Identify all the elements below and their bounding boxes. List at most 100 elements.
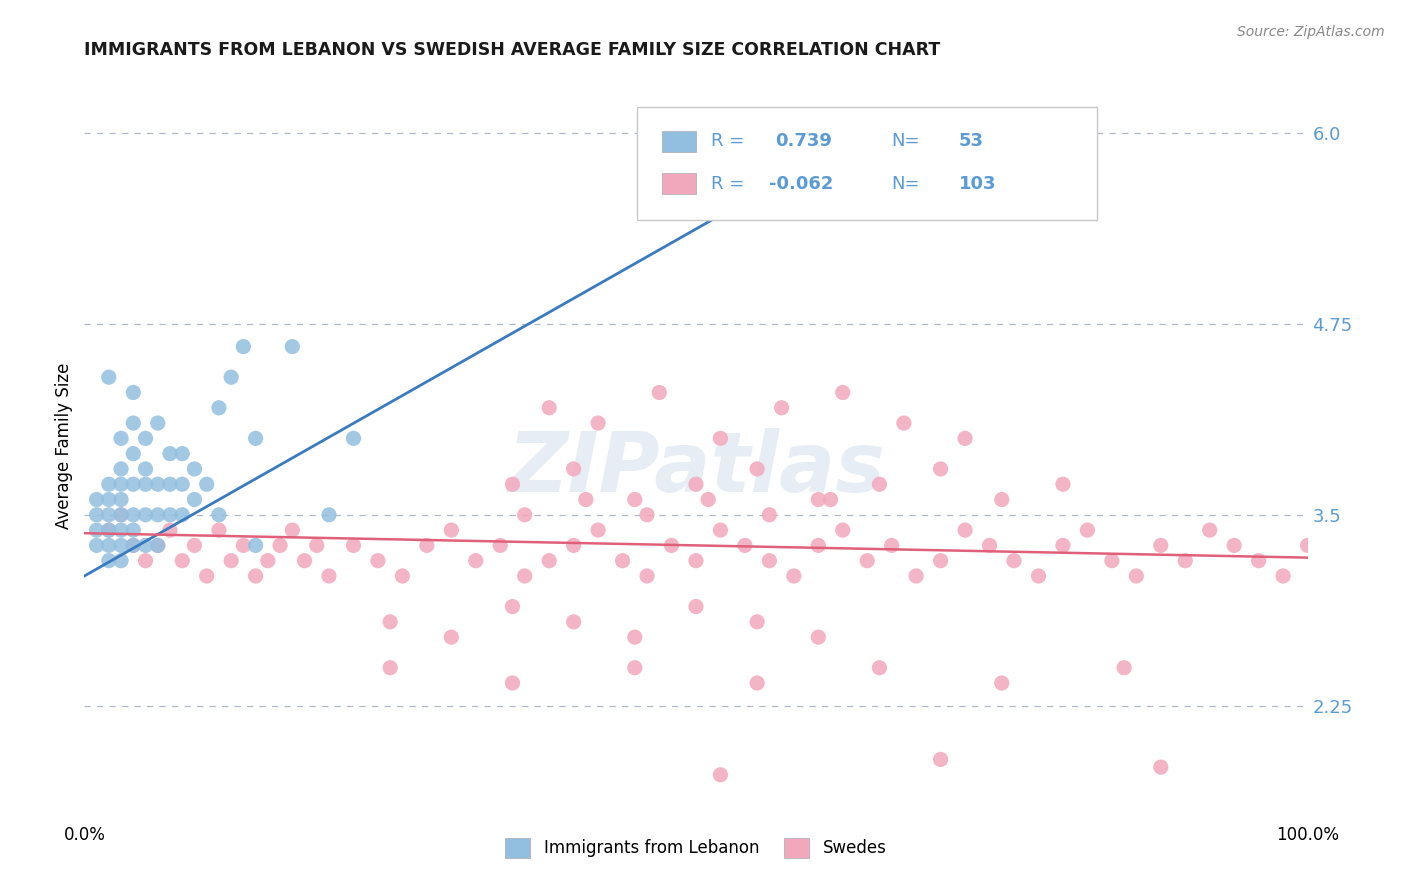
- Text: 103: 103: [959, 175, 997, 193]
- Point: [172, 447, 194, 461]
- Point: [1028, 569, 1050, 583]
- Point: [86, 492, 108, 507]
- Point: [513, 569, 536, 583]
- Point: [146, 538, 169, 552]
- Point: [269, 538, 291, 552]
- Point: [380, 615, 402, 629]
- Point: [869, 661, 891, 675]
- Point: [513, 508, 536, 522]
- Point: [110, 554, 132, 568]
- Point: [281, 523, 304, 537]
- Point: [86, 523, 108, 537]
- Text: IMMIGRANTS FROM LEBANON VS SWEDISH AVERAGE FAMILY SIZE CORRELATION CHART: IMMIGRANTS FROM LEBANON VS SWEDISH AVERA…: [84, 41, 941, 59]
- Point: [1052, 538, 1074, 552]
- Point: [807, 630, 830, 644]
- Point: [97, 538, 120, 552]
- Point: [685, 599, 707, 614]
- Point: [97, 370, 120, 384]
- Point: [636, 508, 658, 522]
- Point: [342, 538, 364, 552]
- Point: [783, 569, 806, 583]
- Point: [110, 508, 132, 522]
- Point: [929, 554, 952, 568]
- Point: [110, 538, 132, 552]
- Point: [709, 768, 731, 782]
- Text: 53: 53: [959, 132, 984, 150]
- Point: [770, 401, 793, 415]
- Point: [562, 462, 585, 476]
- Text: R =: R =: [710, 175, 744, 193]
- Point: [562, 538, 585, 552]
- Point: [1150, 760, 1173, 774]
- Point: [709, 523, 731, 537]
- Point: [135, 554, 157, 568]
- Point: [1272, 569, 1295, 583]
- Point: [807, 538, 830, 552]
- Point: [464, 554, 486, 568]
- Point: [122, 416, 145, 430]
- Point: [612, 554, 634, 568]
- FancyBboxPatch shape: [662, 173, 696, 194]
- Point: [146, 477, 169, 491]
- Point: [135, 431, 157, 445]
- Point: [159, 508, 181, 522]
- Point: [122, 385, 145, 400]
- Point: [135, 477, 157, 491]
- Point: [1125, 569, 1147, 583]
- Point: [97, 508, 120, 522]
- Point: [734, 538, 756, 552]
- Point: [172, 508, 194, 522]
- Point: [232, 538, 254, 552]
- Text: -0.062: -0.062: [769, 175, 834, 193]
- Point: [709, 431, 731, 445]
- Text: ZIPatlas: ZIPatlas: [508, 428, 884, 509]
- Point: [929, 462, 952, 476]
- Point: [636, 569, 658, 583]
- Point: [219, 554, 242, 568]
- Point: [97, 492, 120, 507]
- Point: [624, 661, 647, 675]
- Point: [135, 462, 157, 476]
- Point: [86, 538, 108, 552]
- Point: [586, 416, 609, 430]
- Point: [893, 416, 915, 430]
- Point: [929, 752, 952, 766]
- Point: [856, 554, 879, 568]
- Point: [110, 523, 132, 537]
- Point: [502, 599, 524, 614]
- Point: [953, 431, 976, 445]
- Point: [245, 569, 267, 583]
- Point: [146, 416, 169, 430]
- Point: [146, 508, 169, 522]
- Point: [97, 523, 120, 537]
- Point: [110, 508, 132, 522]
- Point: [661, 538, 683, 552]
- Point: [232, 340, 254, 354]
- Point: [1114, 661, 1136, 675]
- Text: N=: N=: [891, 132, 920, 150]
- Point: [624, 630, 647, 644]
- Point: [294, 554, 316, 568]
- Point: [685, 554, 707, 568]
- Point: [281, 340, 304, 354]
- Legend: Immigrants from Lebanon, Swedes: Immigrants from Lebanon, Swedes: [499, 831, 893, 864]
- Point: [97, 554, 120, 568]
- Point: [538, 401, 561, 415]
- Point: [747, 615, 769, 629]
- Point: [685, 477, 707, 491]
- Text: Source: ZipAtlas.com: Source: ZipAtlas.com: [1237, 25, 1385, 39]
- Point: [195, 569, 218, 583]
- Point: [502, 676, 524, 690]
- Point: [183, 538, 205, 552]
- Point: [122, 538, 145, 552]
- Point: [97, 477, 120, 491]
- Point: [86, 508, 108, 522]
- Point: [245, 431, 267, 445]
- Point: [991, 492, 1014, 507]
- Point: [172, 554, 194, 568]
- Point: [416, 538, 439, 552]
- Point: [135, 508, 157, 522]
- Point: [831, 523, 853, 537]
- Point: [122, 477, 145, 491]
- Point: [1076, 523, 1098, 537]
